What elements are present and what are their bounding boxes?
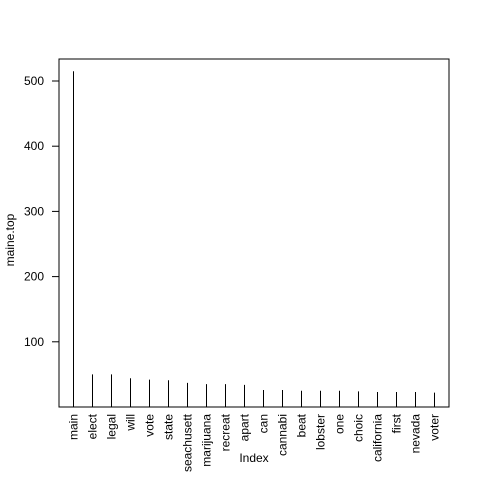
x-tick-label-voter: voter (428, 414, 442, 441)
x-axis-tick-labels: main elect legal will vote state seachusett mar… (67, 413, 442, 472)
x-tick-label-can: can (257, 414, 271, 433)
x-tick-label-lobster: lobster (314, 414, 328, 450)
x-tick-label-one: one (333, 414, 347, 434)
x-tick-label-seachusett: seachusett (181, 413, 195, 472)
y-axis-title: maine.top (3, 213, 17, 266)
y-tick-label: 300 (24, 204, 44, 218)
y-tick-label: 500 (24, 74, 44, 88)
plot-area-box (58, 58, 450, 408)
x-tick-label-elect: elect (86, 413, 100, 439)
x-tick-label-marijuana: marijuana (200, 414, 214, 467)
bar-series (73, 71, 435, 407)
x-tick-label-will: will (124, 414, 138, 432)
y-tick-label: 200 (24, 270, 44, 284)
x-tick-label-cannabi: cannabi (276, 414, 290, 456)
x-tick-label-choic: choic (352, 414, 366, 442)
x-tick-label-state: state (162, 414, 176, 440)
x-tick-label-recreat: recreat (219, 413, 233, 451)
x-tick-label-apart: apart (238, 413, 252, 441)
x-tick-label-beat: beat (295, 413, 309, 437)
x-tick-label-nevada: nevada (409, 414, 423, 454)
x-tick-label-vote: vote (143, 414, 157, 437)
y-tick-label: 400 (24, 139, 44, 153)
x-tick-label-legal: legal (105, 414, 119, 439)
x-tick-label-main: main (67, 414, 81, 440)
y-axis: 100 200 300 400 500 (24, 74, 60, 349)
x-tick-label-california: california (371, 414, 385, 462)
x-tick-label-first: first (390, 413, 404, 433)
x-axis-title: Index (239, 451, 268, 465)
y-tick-label: 100 (24, 335, 44, 349)
